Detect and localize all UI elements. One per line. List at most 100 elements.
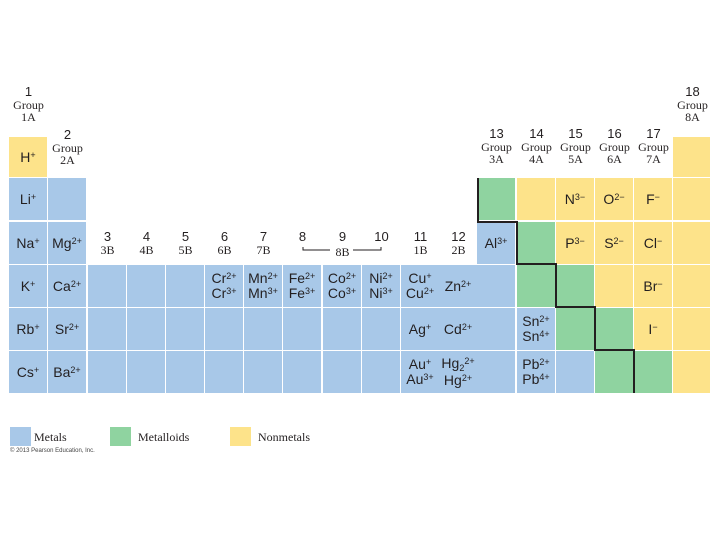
group-header-g16: 16 Group 6A [591,127,638,166]
ion-charge: 2+ [267,271,278,281]
group-label: 8B [335,245,350,259]
element-cell-r2-c13-metalloid [477,178,516,221]
ion-charge: 4+ [539,329,550,339]
group-number: 12 [451,229,466,244]
ion-list: O2− [595,178,633,220]
element-cell-r3-c14-metalloid [517,222,556,265]
ion-symbol: Al [484,234,498,251]
ion-label: Co2+ [328,271,356,286]
group-header-g13: 13 Group 3A [473,127,520,166]
boundary-segment [477,221,518,223]
ion-charge: − [652,321,658,332]
ion-label: H+ [20,149,35,165]
ion-charge: + [425,321,432,332]
ion-label: Au+ [409,357,431,372]
ion-list [88,351,126,393]
ion-charge: 2+ [464,356,475,366]
ion-symbol: Cs [16,363,34,380]
ion-symbol: Fe [288,285,306,301]
boundary-segment [516,263,557,265]
ion-symbol: Ni [369,270,383,286]
group-label: 5B [178,243,193,257]
element-cell-r6-c10-metal [362,351,401,394]
element-cell-r5-c11-metal: Ag+ [401,308,440,351]
element-cell-r2-c14-nonmetal [517,178,556,221]
ion-list: Au+ Au3+ [401,351,439,393]
ion-list [48,178,86,220]
copyright-text: © 2013 Pearson Education, Inc. [10,448,95,454]
ion-list [127,308,165,350]
ion-charge: 2+ [539,314,550,324]
element-cell-r5-c15-metalloid [556,308,595,351]
ion-list: Cs+ [9,351,47,393]
ion-list [127,351,165,393]
ion-list: P3− [556,222,594,264]
group-header-g4: 4 4B [123,230,170,257]
element-cell-r5-c4-metal [127,308,166,351]
ion-list [323,308,361,350]
ion-charge: 2+ [226,271,237,281]
ion-symbol: Co [327,285,346,301]
ion-label: Na+ [16,235,39,251]
ion-label: Sr2+ [55,321,80,337]
group-header-g2: 2 Group 2A [44,128,91,167]
ion-charge: + [30,278,36,289]
legend-swatch-metalloid [110,427,131,446]
group-label: 6A [607,152,622,166]
ion-list [673,265,710,307]
ion-charge: 2+ [70,278,82,289]
element-cell-r3-c2-metal: Mg2+ [48,222,87,265]
group-label: 1A [21,110,36,124]
group-word: Group [481,140,512,154]
element-cell-r6-c4-metal [127,351,166,394]
ion-symbol: Pb [522,356,540,372]
ion-label: Mn2+ [248,271,278,286]
element-cell-r6-c15-metal [556,351,595,394]
ion-symbol: Mn [248,270,268,286]
ion-list: Ni2+ Ni3+ [362,265,400,307]
element-cell-r6-c16-metalloid [595,351,634,394]
boundary-segment [594,306,596,350]
element-cell-r5-c1-metal: Rb+ [9,308,48,351]
ion-list: Ca2+ [48,265,86,307]
ion-list: Br− [634,265,672,307]
ion-charge: 3+ [345,286,357,296]
ion-list [517,222,555,264]
ion-list [477,265,515,307]
element-cell-r2-c18-nonmetal [673,178,711,221]
ion-subscript: 2 [459,363,465,373]
element-cell-r6-c14-metal: Pb2+ Pb4+ [517,351,556,394]
ion-label: Co3+ [328,286,356,301]
ion-charge: 3+ [305,286,316,296]
element-cell-r5-c13-metal [477,308,516,351]
ion-label: O2− [603,191,624,207]
group-label: 3A [489,152,504,166]
ion-list [244,351,282,393]
element-cell-r2-c16-nonmetal: O2− [595,178,634,221]
ion-charge: 2+ [68,321,80,332]
ion-list [88,308,126,350]
ion-charge: 3+ [497,235,508,246]
group-word: Group [13,98,44,112]
group-number: 18 [685,84,700,99]
ion-list [595,351,633,393]
ion-label: Br− [643,278,662,294]
element-cell-r4-c11-metal: Cu+ Cu2+ [401,265,440,308]
element-cell-r6-c5-metal [166,351,205,394]
ion-list: S2− [595,222,633,264]
ion-charge: + [33,364,40,375]
ion-list [556,308,594,350]
element-cell-r5-c7-metal [244,308,283,351]
element-cell-r4-c10-metal: Ni2+ Ni3+ [362,265,401,308]
ion-list: N3− [556,178,594,220]
ion-label: Ag+ [409,321,432,337]
ion-list [556,265,594,307]
element-cell-r6-c11-metal: Au+ Au3+ [401,351,440,394]
group-header-g7: 7 7B [240,230,287,257]
ion-list: Cu+ Cu2+ [401,265,439,307]
element-cell-r6-c9-metal [323,351,362,394]
ion-symbol: Cu [405,285,424,301]
ion-list [166,308,204,350]
group-number: 1 [24,84,33,99]
ion-symbol: Li [19,190,31,207]
